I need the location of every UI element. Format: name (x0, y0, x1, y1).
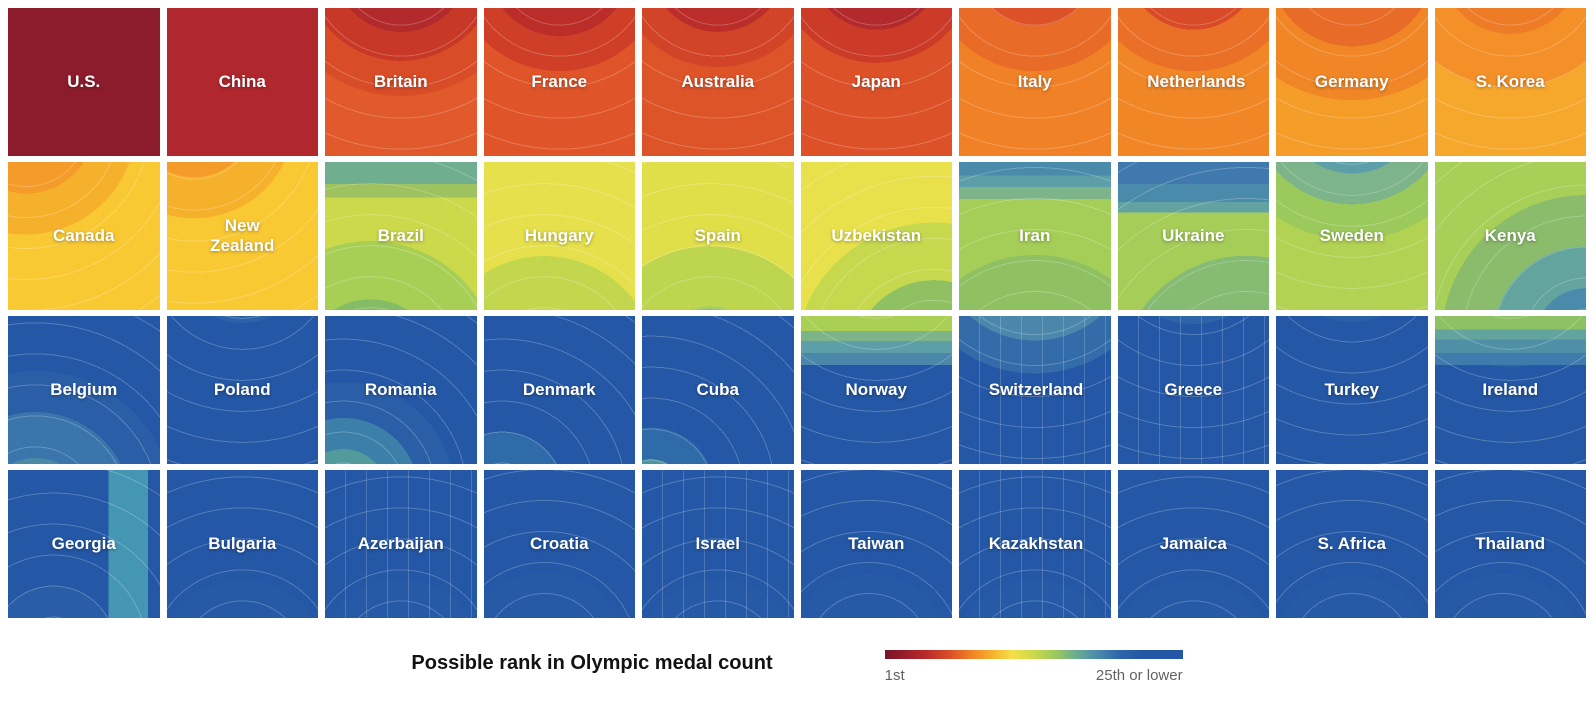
country-label: Denmark (522, 380, 596, 400)
country-label: U.S. (67, 72, 101, 92)
country-label: Netherlands (1147, 72, 1246, 92)
country-label: Canada (53, 226, 115, 246)
country-tile: Thailand (1434, 470, 1586, 618)
country-tile: Canada (8, 162, 160, 310)
country-tile: Cuba (642, 316, 794, 464)
country-tile: Australia (642, 8, 794, 156)
country-tile: Netherlands (1117, 8, 1269, 156)
legend-bar (884, 650, 1183, 659)
country-tile: Jamaica (1117, 470, 1269, 618)
country-label: Ireland (1482, 380, 1539, 400)
country-label: Germany (1314, 72, 1389, 92)
country-label: Japan (851, 72, 901, 92)
country-label: Sweden (1319, 226, 1384, 246)
country-tile: China (166, 8, 318, 156)
chart-footer: Possible rank in Olympic medal count 1st… (8, 642, 1586, 684)
country-label: Greece (1164, 380, 1223, 400)
chart-title: Possible rank in Olympic medal count (411, 652, 773, 674)
country-tile: France (483, 8, 635, 156)
country-tile: Taiwan (800, 470, 952, 618)
legend-max-label: 25th or lower (1095, 667, 1183, 684)
country-label: France (531, 72, 588, 92)
legend-labels: 1st 25th or lower (885, 667, 1183, 684)
country-label: Kazakhstan (988, 534, 1084, 554)
legend-min-label: 1st (884, 667, 905, 684)
country-label: Thailand (1475, 534, 1546, 554)
country-tile: Kenya (1434, 162, 1586, 310)
country-tile: Uzbekistan (800, 162, 952, 310)
country-tile: Georgia (8, 470, 160, 618)
country-tile: S. Korea (1434, 8, 1586, 156)
country-tile: U.S. (8, 8, 160, 156)
country-label: China (218, 72, 266, 92)
country-label: Kenya (1484, 226, 1536, 246)
country-tile: Bulgaria (166, 470, 318, 618)
country-label: Ukraine (1162, 226, 1225, 246)
country-tile: Ukraine (1117, 162, 1269, 310)
country-label: Brazil (377, 226, 424, 246)
country-tile: Greece (1117, 316, 1269, 464)
country-tile: Sweden (1276, 162, 1428, 310)
country-label: New Zealand (210, 216, 275, 255)
country-label: Romania (364, 380, 437, 400)
country-tile: Denmark (483, 316, 635, 464)
country-tile: Brazil (325, 162, 477, 310)
country-label: Spain (694, 226, 741, 246)
country-label: Hungary (524, 226, 594, 246)
country-label: Poland (213, 380, 271, 400)
country-label: Georgia (51, 534, 116, 554)
country-tile: Iran (959, 162, 1111, 310)
country-tile: Spain (642, 162, 794, 310)
country-tile: S. Africa (1276, 470, 1428, 618)
country-tile: Britain (325, 8, 477, 156)
country-tile: Germany (1276, 8, 1428, 156)
country-tile: Ireland (1434, 316, 1586, 464)
legend: 1st 25th or lower (884, 642, 1183, 684)
country-label: Israel (695, 534, 740, 554)
country-label: Jamaica (1159, 534, 1227, 554)
country-tile: Belgium (8, 316, 160, 464)
country-label: Turkey (1324, 380, 1380, 400)
country-label: Norway (845, 380, 907, 400)
country-tile: Kazakhstan (959, 470, 1111, 618)
country-tile: Turkey (1276, 316, 1428, 464)
country-label: Cuba (696, 380, 740, 400)
country-tile: Hungary (483, 162, 635, 310)
country-tile: Azerbaijan (325, 470, 477, 618)
country-tile: Israel (642, 470, 794, 618)
country-label: Uzbekistan (831, 226, 922, 246)
country-label: Australia (681, 72, 755, 92)
country-label: Britain (373, 72, 428, 92)
country-label: Bulgaria (208, 534, 277, 554)
country-label: Italy (1017, 72, 1052, 92)
country-label: Taiwan (848, 534, 905, 554)
country-tile: Romania (325, 316, 477, 464)
country-tile: Croatia (483, 470, 635, 618)
country-tile: Norway (800, 316, 952, 464)
country-label: S. Korea (1475, 72, 1545, 92)
country-label: Iran (1019, 226, 1051, 246)
country-tile: Italy (959, 8, 1111, 156)
country-label: Switzerland (988, 380, 1084, 400)
country-tile: New Zealand (166, 162, 318, 310)
country-label: Belgium (50, 380, 118, 400)
country-tile: Switzerland (959, 316, 1111, 464)
country-label: Azerbaijan (357, 534, 444, 554)
country-tile: Poland (166, 316, 318, 464)
country-tile: Japan (800, 8, 952, 156)
tile-grid: U.S. China Britain France Australia Japan Ital… (8, 8, 1586, 618)
country-label: Croatia (529, 534, 589, 554)
country-label: S. Africa (1317, 534, 1386, 554)
